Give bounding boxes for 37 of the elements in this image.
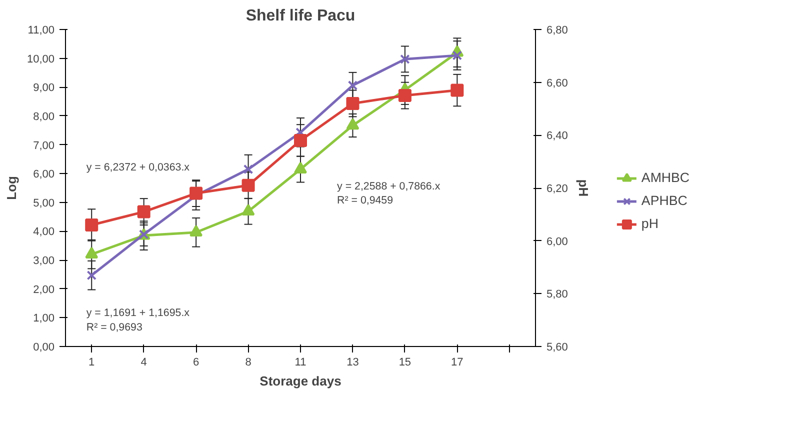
x-tick-label: 1: [88, 356, 95, 368]
legend-label: APHBC: [641, 193, 688, 208]
x-tick-label: 13: [346, 356, 359, 368]
y2-tick-label: 5,60: [546, 342, 568, 354]
y2-tick-label: 6,80: [546, 24, 568, 36]
annotation: y = 6,2372 + 0,0363.x: [86, 162, 190, 174]
y-tick-label: 6,00: [33, 168, 55, 181]
y2-tick-label: 6,40: [546, 130, 568, 142]
legend-label: pH: [641, 216, 660, 231]
y-tick-label: 0,00: [33, 342, 55, 354]
x-tick-label: 8: [245, 356, 252, 368]
chart-title: Shelf life Pacu: [246, 8, 356, 24]
y2-axis-title: pH: [576, 179, 591, 197]
y-tick-label: 8,00: [33, 110, 55, 123]
y-tick-label: 9,00: [33, 82, 55, 94]
y-tick-label: 2,00: [33, 284, 55, 296]
x-axis-title: Storage days: [260, 374, 342, 388]
y-axis-title: Log: [4, 176, 19, 200]
annotation: y = 1,1691 + 1,1695.x R² = 0,9693: [86, 307, 190, 334]
y-tick-label: 3,00: [33, 255, 55, 268]
x-tick-label: 4: [140, 356, 147, 368]
x-tick-label: 17: [451, 356, 464, 368]
x-tick-label: 15: [398, 356, 412, 368]
y2-tick-label: 5,80: [546, 288, 568, 301]
y-tick-label: 10,00: [26, 53, 55, 66]
annotation: y = 2,2588 + 0,7866.x R² = 0,9459: [337, 180, 441, 207]
y2-tick-label: 6,00: [546, 236, 568, 248]
y-tick-label: 7,00: [33, 140, 55, 152]
legend-label: AMHBC: [641, 170, 690, 185]
y-tick-label: 4,00: [33, 226, 55, 238]
y-tick-label: 11,00: [28, 24, 55, 36]
y-tick-label: 5,00: [33, 197, 55, 210]
y-tick-label: 1,00: [33, 312, 55, 325]
y2-tick-label: 6,20: [546, 183, 568, 195]
x-tick-label: 11: [294, 356, 306, 368]
x-tick-label: 6: [192, 356, 200, 368]
y2-tick-label: 6,60: [546, 77, 568, 90]
